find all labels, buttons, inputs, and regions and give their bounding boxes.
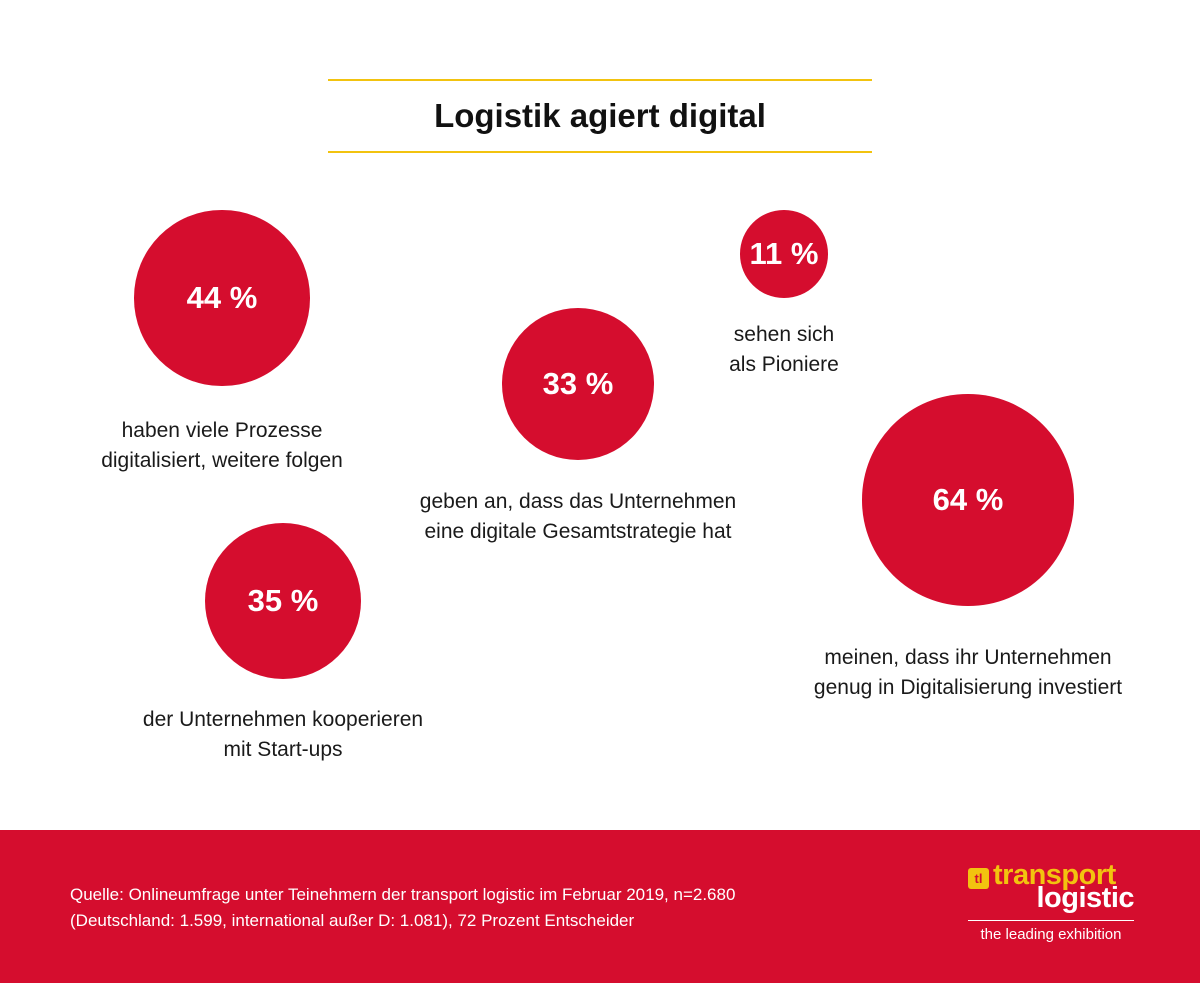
- caption-line: digitalisiert, weitere folgen: [101, 449, 343, 472]
- bubble-44: 44 %: [134, 210, 310, 386]
- source-note: Quelle: Onlineumfrage unter Teinehmern d…: [70, 882, 735, 934]
- caption-line: eine digitale Gesamtstrategie hat: [424, 520, 732, 543]
- logo-word-logistic: logistic: [1036, 882, 1134, 914]
- caption-line: der Unternehmen kooperieren: [142, 708, 424, 731]
- bubble-chart: 44 % haben viele Prozesse digitalisiert, w…: [12, 210, 1178, 765]
- bubble-value-label: 64 %: [932, 481, 1004, 517]
- title-top-rule: [328, 79, 872, 81]
- bubble-35: 35 %: [204, 522, 362, 680]
- bubble-caption: der Unternehmen kooperieren mit Start-ups: [73, 705, 493, 765]
- bubble-value-label: 11 %: [749, 235, 819, 271]
- caption-line: mit Start-ups: [223, 738, 343, 761]
- bubble-11: 11 %: [740, 210, 828, 298]
- caption-line: sehen sich: [733, 323, 835, 346]
- footer-band: Quelle: Onlineumfrage unter Teinehmern d…: [0, 830, 1200, 983]
- caption-line: haben viele Prozesse: [121, 419, 323, 442]
- logo-tagline: the leading exhibition: [980, 926, 1122, 943]
- bubble-64: 64 %: [862, 394, 1074, 606]
- caption-line: genug in Digitalisierung investiert: [813, 676, 1123, 699]
- bubble-value-label: 35 %: [247, 582, 319, 618]
- logo-divider: [968, 920, 1134, 921]
- chart-title: Logistik agiert digital: [434, 97, 766, 134]
- caption-line: als Pioniere: [729, 353, 839, 376]
- source-line-1: Quelle: Onlineumfrage unter Teinehmern d…: [70, 885, 736, 904]
- bubble-caption: geben an, dass das Unternehmen eine digit…: [368, 487, 788, 547]
- bubble-value-label: 44 %: [186, 279, 258, 315]
- bubble-caption: meinen, dass ihr Unternehmen genug in Dig…: [758, 643, 1178, 703]
- bubble-value-label: 33 %: [542, 365, 614, 401]
- caption-line: meinen, dass ihr Unternehmen: [824, 646, 1112, 669]
- source-line-2: (Deutschland: 1.599, international außer…: [70, 911, 635, 930]
- transport-logistic-logo: tl transport logistic the leading exhibi…: [968, 859, 1134, 955]
- title-bottom-rule: [328, 151, 872, 153]
- bubble-caption: sehen sich als Pioniere: [574, 320, 994, 380]
- caption-line: geben an, dass das Unternehmen: [419, 490, 737, 513]
- bubble-caption: haben viele Prozesse digitalisiert, weite…: [12, 416, 432, 476]
- logo-word-transport: transport: [993, 859, 1116, 891]
- logo-badge-icon: tl: [968, 868, 989, 889]
- bubble-33: 33 %: [502, 308, 654, 460]
